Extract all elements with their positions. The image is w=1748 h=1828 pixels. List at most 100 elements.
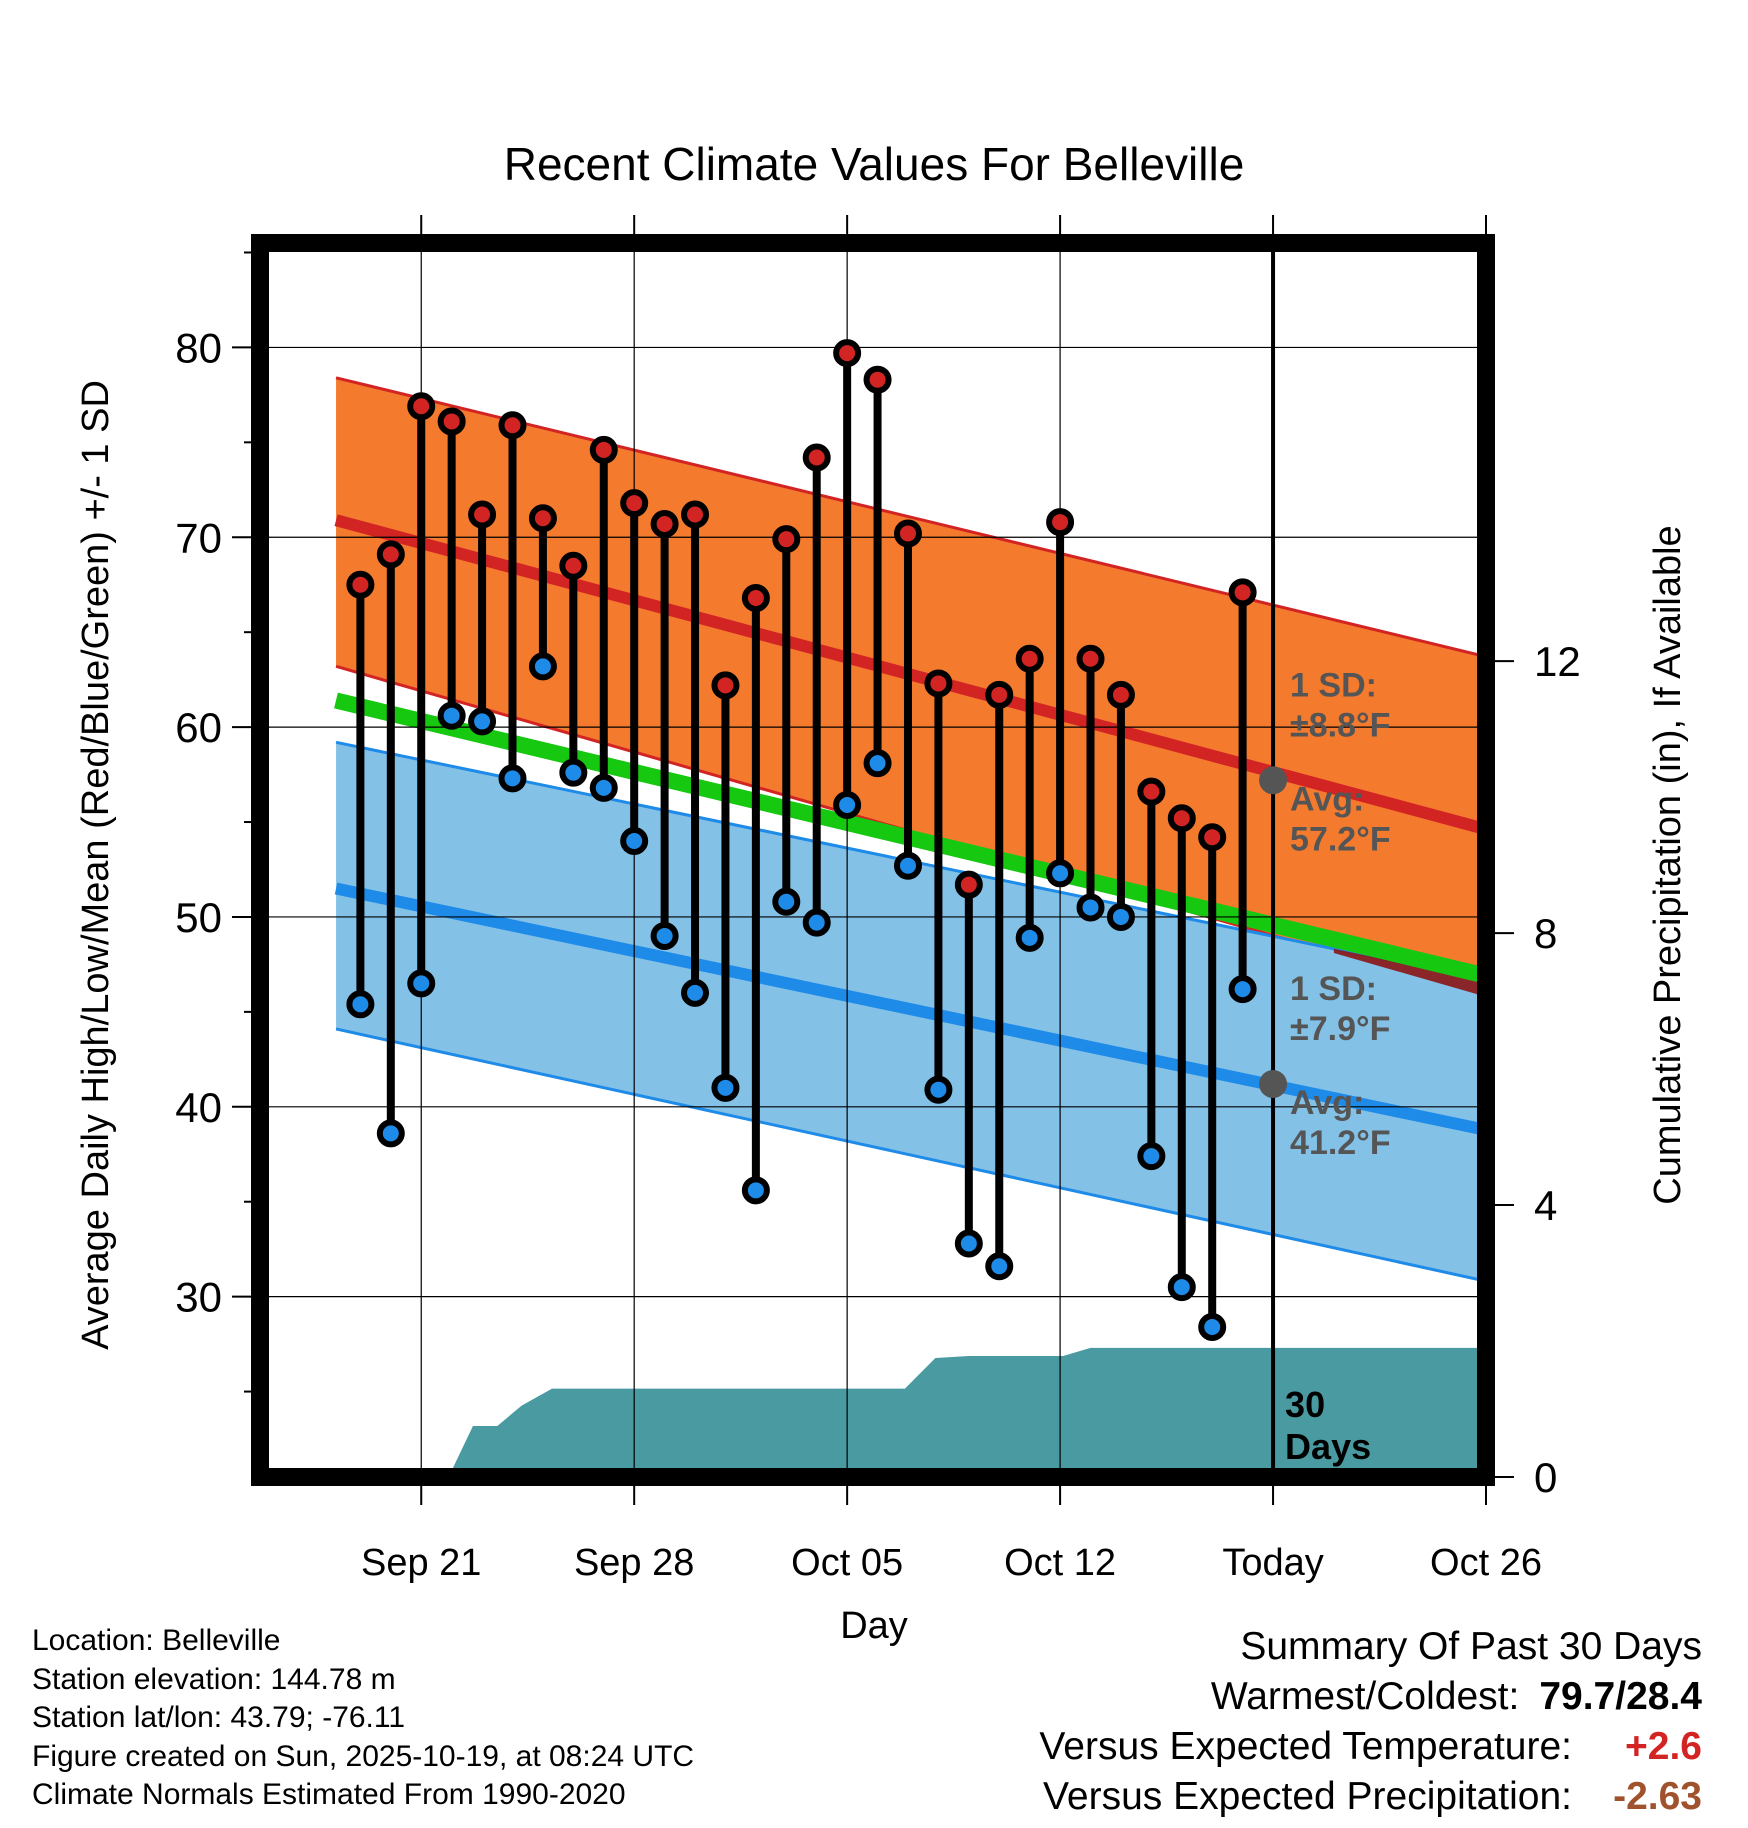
today-low-avg-point xyxy=(1259,1070,1288,1099)
today-high-avg-point xyxy=(1259,766,1288,795)
daily-high-point xyxy=(741,584,770,613)
footer-latlon: Station lat/lon: 43.79; -76.11 xyxy=(32,1701,406,1734)
daily-high-point xyxy=(711,671,740,700)
daily-low-point xyxy=(468,707,497,736)
daily-high-point xyxy=(468,500,497,529)
summary-warmest-coldest: Warmest/Coldest: 79.7/28.4 xyxy=(1039,1672,1702,1722)
daily-low-point xyxy=(1137,1142,1166,1171)
daily-high-point xyxy=(772,525,801,554)
x-tick-label: Sep 21 xyxy=(361,1542,481,1584)
days-count-label: 30 xyxy=(1285,1384,1325,1425)
footer-location: Location: Belleville xyxy=(32,1624,281,1657)
daily-high-point xyxy=(650,509,679,538)
footer-normals: Climate Normals Estimated From 1990-2020 xyxy=(32,1778,626,1811)
daily-low-point xyxy=(376,1119,405,1148)
daily-low-point xyxy=(1228,975,1257,1004)
low-sd-band-lower-edge xyxy=(335,1027,1486,1283)
precip-value: -2.63 xyxy=(1613,1775,1702,1818)
daily-low-point xyxy=(863,749,892,778)
daily-low-point xyxy=(437,701,466,730)
low-sd-label: 1 SD: xyxy=(1290,970,1377,1008)
daily-high-point xyxy=(802,443,831,472)
daily-high-point xyxy=(1228,578,1257,607)
daily-low-point xyxy=(407,969,436,998)
daily-high-point xyxy=(620,489,649,518)
daily-high-point xyxy=(407,392,436,421)
daily-mean-line-top xyxy=(334,692,1486,985)
daily-low-point xyxy=(650,921,679,950)
daily-low-point xyxy=(1167,1273,1196,1302)
daily-high-point xyxy=(528,504,557,533)
y2-tick-label: 8 xyxy=(1534,910,1557,957)
y-tick-label: 70 xyxy=(175,514,222,561)
plot-frame xyxy=(251,234,1495,1486)
daily-high-point xyxy=(1167,804,1196,833)
summary-precipitation: Versus Expected Precipitation: -2.63 xyxy=(1039,1772,1702,1822)
summary-temperature: Versus Expected Temperature: +2.6 xyxy=(1039,1722,1702,1772)
daily-low-point xyxy=(741,1176,770,1205)
chart-title: Recent Climate Values For Belleville xyxy=(504,138,1245,190)
daily-low-point xyxy=(772,887,801,916)
daily-low-point xyxy=(528,652,557,681)
x-axis-label: Day xyxy=(840,1605,908,1647)
y-axis-label: Average Daily High/Low/Mean (Red/Blue/Gr… xyxy=(75,380,117,1350)
band-overlap xyxy=(1333,948,1486,997)
daily-high-point xyxy=(1137,777,1166,806)
daily-high-point xyxy=(1076,644,1105,673)
low-sd-value: ±7.9°F xyxy=(1290,1010,1390,1048)
y-tick-label: 60 xyxy=(175,704,222,751)
daily-high-point xyxy=(833,339,862,368)
daily-high-point xyxy=(346,570,375,599)
daily-low-point xyxy=(498,764,527,793)
daily-high-point xyxy=(863,365,892,394)
y2-tick-label: 4 xyxy=(1534,1182,1557,1229)
footer-created: Figure created on Sun, 2025-10-19, at 08… xyxy=(32,1739,695,1773)
high-avg-value: 57.2°F xyxy=(1290,820,1391,858)
x-tick-label: Today xyxy=(1222,1542,1323,1584)
days-count-unit: Days xyxy=(1285,1426,1371,1467)
daily-low-point xyxy=(346,990,375,1019)
daily-low-point xyxy=(1015,923,1044,952)
y2-axis-label: Cumulative Precipitation (in), If Availa… xyxy=(1647,525,1689,1204)
daily-high-point xyxy=(437,407,466,436)
daily-high-point xyxy=(1015,644,1044,673)
daily-low-point xyxy=(893,851,922,880)
y-tick-label: 40 xyxy=(175,1084,222,1131)
precip-area xyxy=(375,1347,1486,1477)
summary-title: Summary Of Past 30 Days xyxy=(1240,1625,1702,1668)
y2-tick-label: 0 xyxy=(1534,1454,1557,1501)
daily-low-point xyxy=(1046,859,1075,888)
daily-high-point xyxy=(498,411,527,440)
high-sd-value: ±8.8°F xyxy=(1290,706,1390,744)
daily-low-point xyxy=(802,908,831,937)
precip-label: Versus Expected Precipitation: xyxy=(1043,1775,1572,1818)
low-avg-label: Avg: xyxy=(1290,1084,1364,1122)
high-sd-band-upper-edge xyxy=(335,376,1486,659)
daily-high-point xyxy=(681,500,710,529)
low-avg-value: 41.2°F xyxy=(1290,1124,1391,1162)
daily-low-point xyxy=(954,1229,983,1258)
summary-panel: Summary Of Past 30 Days Warmest/Coldest:… xyxy=(1039,1622,1702,1822)
daily-high-point xyxy=(1046,508,1075,537)
daily-low-point xyxy=(1198,1313,1227,1342)
high-sd-label: 1 SD: xyxy=(1290,666,1377,704)
station-info: Location: Belleville Station elevation: … xyxy=(32,1622,694,1815)
low-mean-line xyxy=(334,882,1486,1137)
daily-high-point xyxy=(589,435,618,464)
y2-tick-label: 12 xyxy=(1534,638,1581,685)
daily-low-point xyxy=(985,1252,1014,1281)
low-sd-band-upper-edge xyxy=(335,740,1486,982)
daily-low-point xyxy=(833,790,862,819)
warmest-coldest-value: 79.7/28.4 xyxy=(1539,1675,1702,1718)
daily-high-point xyxy=(985,680,1014,709)
daily-low-point xyxy=(681,978,710,1007)
y-tick-label: 50 xyxy=(175,894,222,941)
temp-value: +2.6 xyxy=(1625,1725,1702,1768)
footer-elevation: Station elevation: 144.78 m xyxy=(32,1662,396,1696)
warmest-coldest-label: Warmest/Coldest: xyxy=(1210,1675,1520,1718)
x-tick-label: Oct 12 xyxy=(1004,1542,1116,1584)
daily-high-point xyxy=(954,870,983,899)
x-tick-label: Oct 05 xyxy=(791,1542,903,1584)
daily-high-point xyxy=(1198,823,1227,852)
